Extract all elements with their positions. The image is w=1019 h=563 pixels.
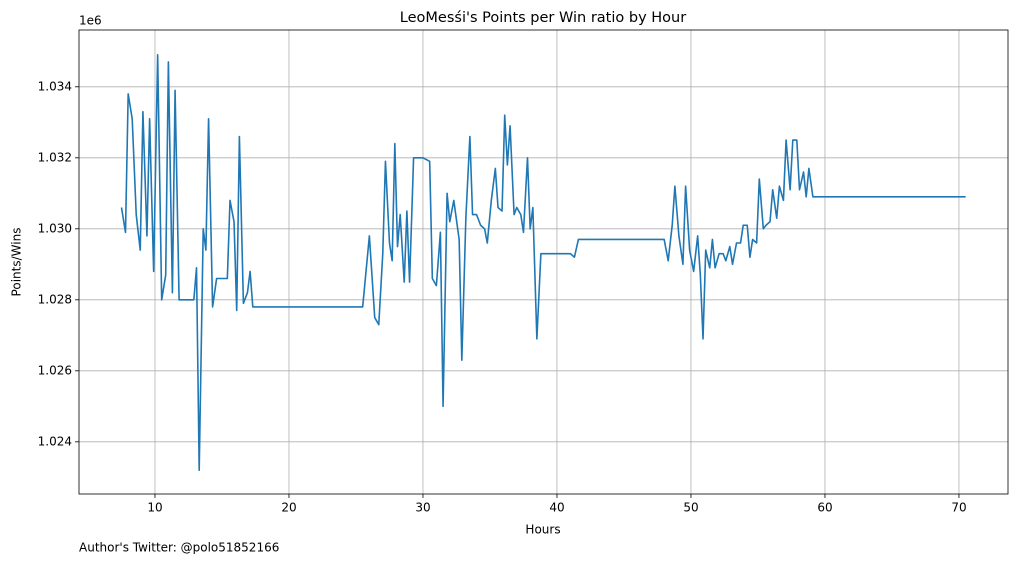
y-tick-label: 1.028 [38,292,72,306]
y-tick-label: 1.034 [38,79,72,93]
x-axis-label: Hours [525,523,560,537]
chart-title: LeoMesśi's Points per Win ratio by Hour [400,10,686,26]
x-tick-label: 10 [147,501,162,515]
annotation: Author's Twitter: @polo51852166 [79,541,279,555]
y-offset-label: 1e6 [79,14,102,28]
y-tick-label: 1.032 [38,150,72,164]
x-tick-label: 30 [415,501,430,515]
x-tick-label: 70 [951,501,966,515]
plot-frame [78,29,1009,495]
y-tick-label: 1.024 [38,434,72,448]
x-tick-label: 40 [549,501,564,515]
y-axis-label: Points/Wins [10,228,24,297]
y-tick-label: 1.026 [38,363,72,377]
y-tick-label: 1.030 [38,221,72,235]
x-tick-label: 50 [683,501,698,515]
x-tick-label: 20 [281,501,296,515]
data-line [120,54,966,472]
x-tick-label: 60 [817,501,832,515]
